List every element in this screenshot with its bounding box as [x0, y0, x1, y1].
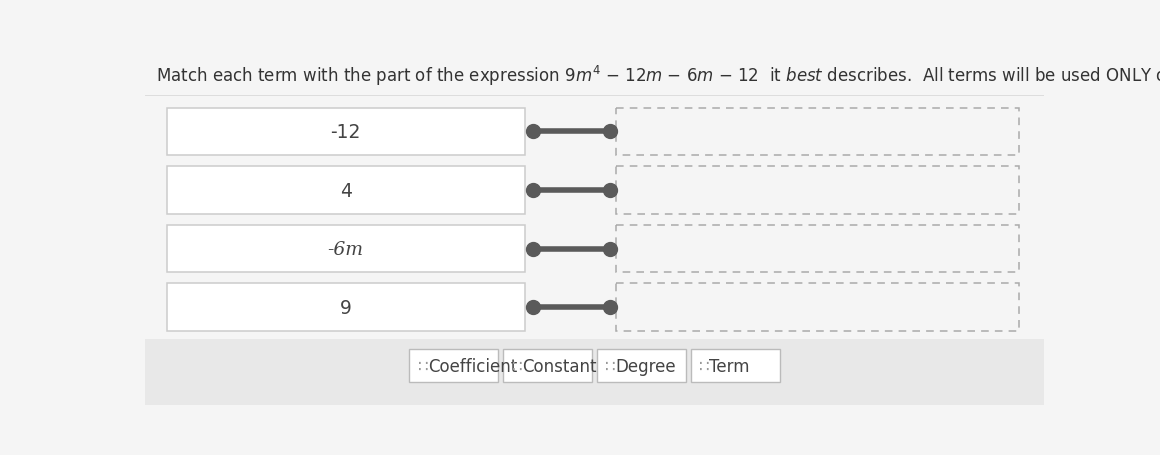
FancyBboxPatch shape	[503, 349, 592, 382]
Text: ∷: ∷	[512, 357, 522, 375]
FancyBboxPatch shape	[167, 167, 524, 214]
FancyBboxPatch shape	[145, 339, 1044, 405]
Text: -6m: -6m	[328, 240, 364, 258]
Text: ∷: ∷	[699, 357, 710, 375]
Text: Term: Term	[709, 357, 749, 375]
Text: Degree: Degree	[616, 357, 676, 375]
Text: ∷: ∷	[606, 357, 616, 375]
Text: Coefficient: Coefficient	[428, 357, 517, 375]
Text: Constant: Constant	[522, 357, 596, 375]
FancyBboxPatch shape	[167, 108, 524, 156]
Text: 9: 9	[340, 298, 351, 317]
FancyBboxPatch shape	[409, 349, 499, 382]
Text: 4: 4	[340, 181, 351, 200]
Text: -12: -12	[331, 123, 361, 142]
FancyBboxPatch shape	[597, 349, 686, 382]
FancyBboxPatch shape	[167, 225, 524, 273]
FancyBboxPatch shape	[167, 283, 524, 331]
FancyBboxPatch shape	[690, 349, 780, 382]
Text: Match each term with the part of the expression $9m^{4}$ $-$ $12m$ $-$ $6m$ $-$ : Match each term with the part of the exp…	[155, 63, 1160, 87]
Text: ∷: ∷	[418, 357, 428, 375]
